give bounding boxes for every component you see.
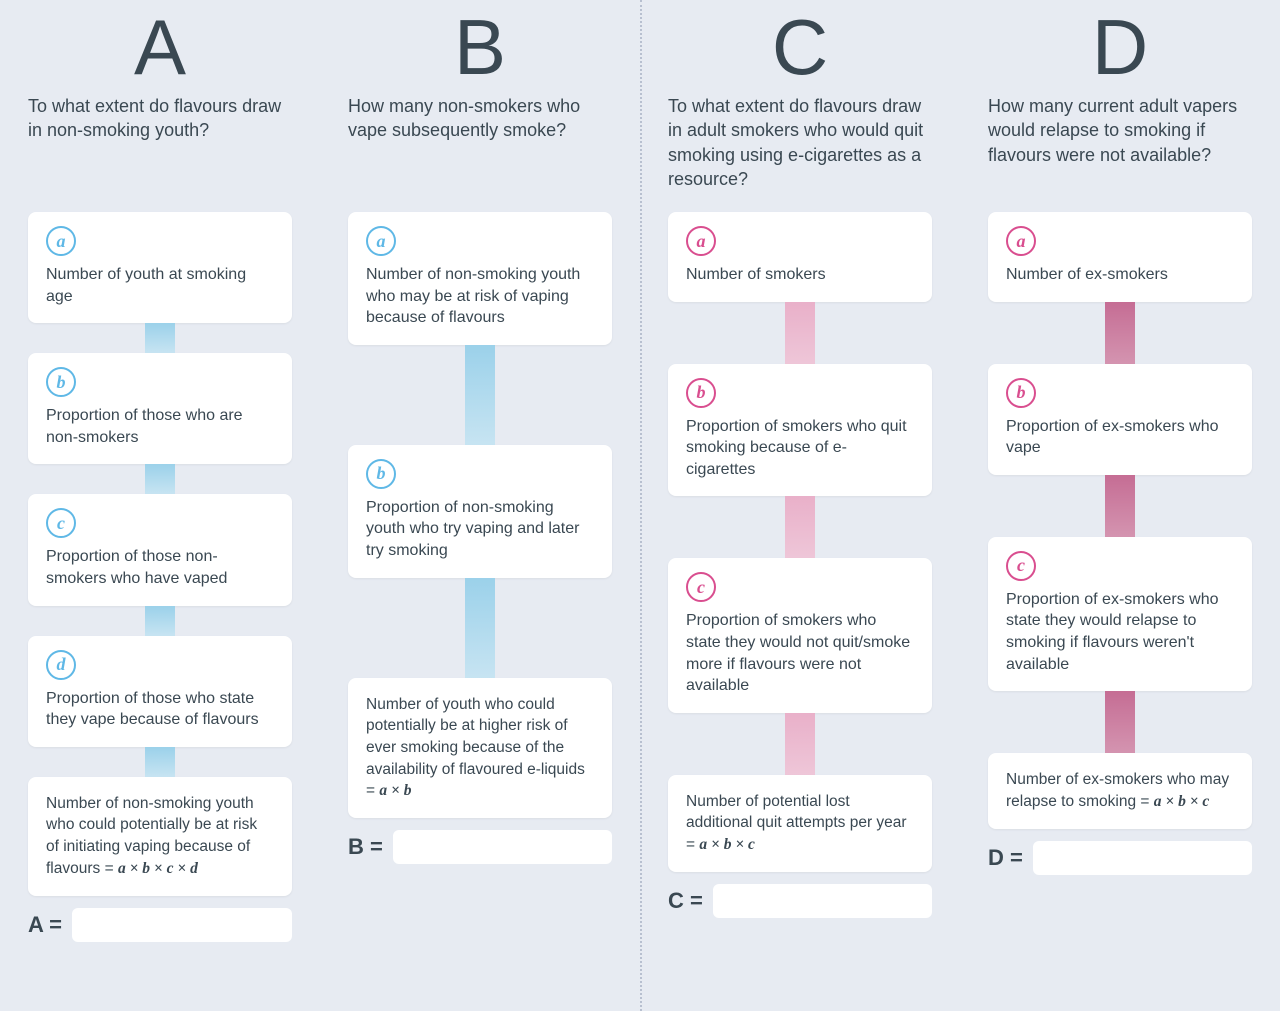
column-C: C To what extent do flavours draw in adu… <box>640 0 960 1011</box>
connector <box>465 578 495 678</box>
step-badge: d <box>46 650 76 680</box>
connector <box>145 747 175 777</box>
step-badge: b <box>1006 378 1036 408</box>
step-card: a Number of youth at smoking age <box>28 212 292 323</box>
result-formula: a × b × c <box>699 836 755 853</box>
result-card: Number of ex-smokers who may relapse to … <box>988 753 1252 828</box>
step-card: a Number of smokers <box>668 212 932 302</box>
column-letter: A <box>28 8 292 86</box>
step-badge: a <box>46 226 76 256</box>
connector <box>1105 691 1135 753</box>
connector <box>1105 302 1135 364</box>
result-card: Number of youth who could potentially be… <box>348 678 612 818</box>
connector <box>785 713 815 775</box>
result-formula: a × b <box>379 782 411 799</box>
step-card: a Number of ex-smokers <box>988 212 1252 302</box>
equals-row: B = <box>348 830 612 864</box>
result-card: Number of non-smoking youth who could po… <box>28 777 292 896</box>
diagram-container: A To what extent do flavours draw in non… <box>0 0 1280 1011</box>
right-half: C To what extent do flavours draw in adu… <box>640 0 1280 1011</box>
step-badge: b <box>46 367 76 397</box>
step-badge: b <box>686 378 716 408</box>
column-question: To what extent do flavours draw in adult… <box>668 94 932 194</box>
connector <box>145 464 175 494</box>
step-text: Number of youth at smoking age <box>46 264 274 307</box>
equals-row: C = <box>668 884 932 918</box>
step-badge: a <box>686 226 716 256</box>
equals-label: C = <box>668 888 703 914</box>
step-text: Number of ex-smokers <box>1006 264 1234 286</box>
flow-B: a Number of non-smoking youth who may be… <box>348 212 612 1011</box>
equals-row: D = <box>988 841 1252 875</box>
step-text: Proportion of smokers who quit smoking b… <box>686 416 914 481</box>
connector <box>145 606 175 636</box>
step-text: Proportion of non-smoking youth who try … <box>366 497 594 562</box>
column-B: B How many non-smokers who vape subseque… <box>320 0 640 1011</box>
flow-D: a Number of ex-smokers b Proportion of e… <box>988 212 1252 1011</box>
column-question: To what extent do flavours draw in non-s… <box>28 94 292 194</box>
flow-C: a Number of smokers b Proportion of smok… <box>668 212 932 1011</box>
step-card: b Proportion of those who are non-smoker… <box>28 353 292 464</box>
connector <box>785 496 815 558</box>
column-question: How many non-smokers who vape subsequent… <box>348 94 612 194</box>
step-badge: c <box>1006 551 1036 581</box>
equals-value-box <box>72 908 292 942</box>
result-formula: a × b × c <box>1154 793 1210 810</box>
step-card: c Proportion of smokers who state they w… <box>668 558 932 712</box>
equals-value-box <box>393 830 612 864</box>
equals-label: D = <box>988 845 1023 871</box>
step-text: Proportion of ex-smokers who vape <box>1006 416 1234 459</box>
connector <box>1105 475 1135 537</box>
step-text: Number of smokers <box>686 264 914 286</box>
column-letter: B <box>348 8 612 86</box>
equals-value-box <box>1033 841 1252 875</box>
step-card: d Proportion of those who state they vap… <box>28 636 292 747</box>
connector <box>465 345 495 445</box>
step-card: b Proportion of smokers who quit smoking… <box>668 364 932 497</box>
step-text: Proportion of those who are non-smokers <box>46 405 274 448</box>
step-badge: a <box>366 226 396 256</box>
column-letter: C <box>668 8 932 86</box>
flow-A: a Number of youth at smoking age b Propo… <box>28 212 292 1011</box>
step-card: c Proportion of ex-smokers who state the… <box>988 537 1252 691</box>
column-A: A To what extent do flavours draw in non… <box>0 0 320 1011</box>
step-text: Proportion of smokers who state they wou… <box>686 610 914 696</box>
step-text: Proportion of those who state they vape … <box>46 688 274 731</box>
step-text: Proportion of ex-smokers who state they … <box>1006 589 1234 675</box>
step-badge: c <box>686 572 716 602</box>
result-card: Number of potential lost additional quit… <box>668 775 932 872</box>
step-badge: c <box>46 508 76 538</box>
equals-row: A = <box>28 908 292 942</box>
result-formula: a × b × c × d <box>118 860 198 877</box>
step-text: Proportion of those non-smokers who have… <box>46 546 274 589</box>
step-card: c Proportion of those non-smokers who ha… <box>28 494 292 605</box>
step-text: Number of non-smoking youth who may be a… <box>366 264 594 329</box>
step-badge: b <box>366 459 396 489</box>
left-half: A To what extent do flavours draw in non… <box>0 0 640 1011</box>
connector <box>145 323 175 353</box>
equals-label: B = <box>348 834 383 860</box>
column-letter: D <box>988 8 1252 86</box>
connector <box>785 302 815 364</box>
equals-value-box <box>713 884 932 918</box>
step-card: b Proportion of non-smoking youth who tr… <box>348 445 612 578</box>
equals-label: A = <box>28 912 62 938</box>
column-D: D How many current adult vapers would re… <box>960 0 1280 1011</box>
step-card: a Number of non-smoking youth who may be… <box>348 212 612 345</box>
step-badge: a <box>1006 226 1036 256</box>
step-card: b Proportion of ex-smokers who vape <box>988 364 1252 475</box>
column-question: How many current adult vapers would rela… <box>988 94 1252 194</box>
